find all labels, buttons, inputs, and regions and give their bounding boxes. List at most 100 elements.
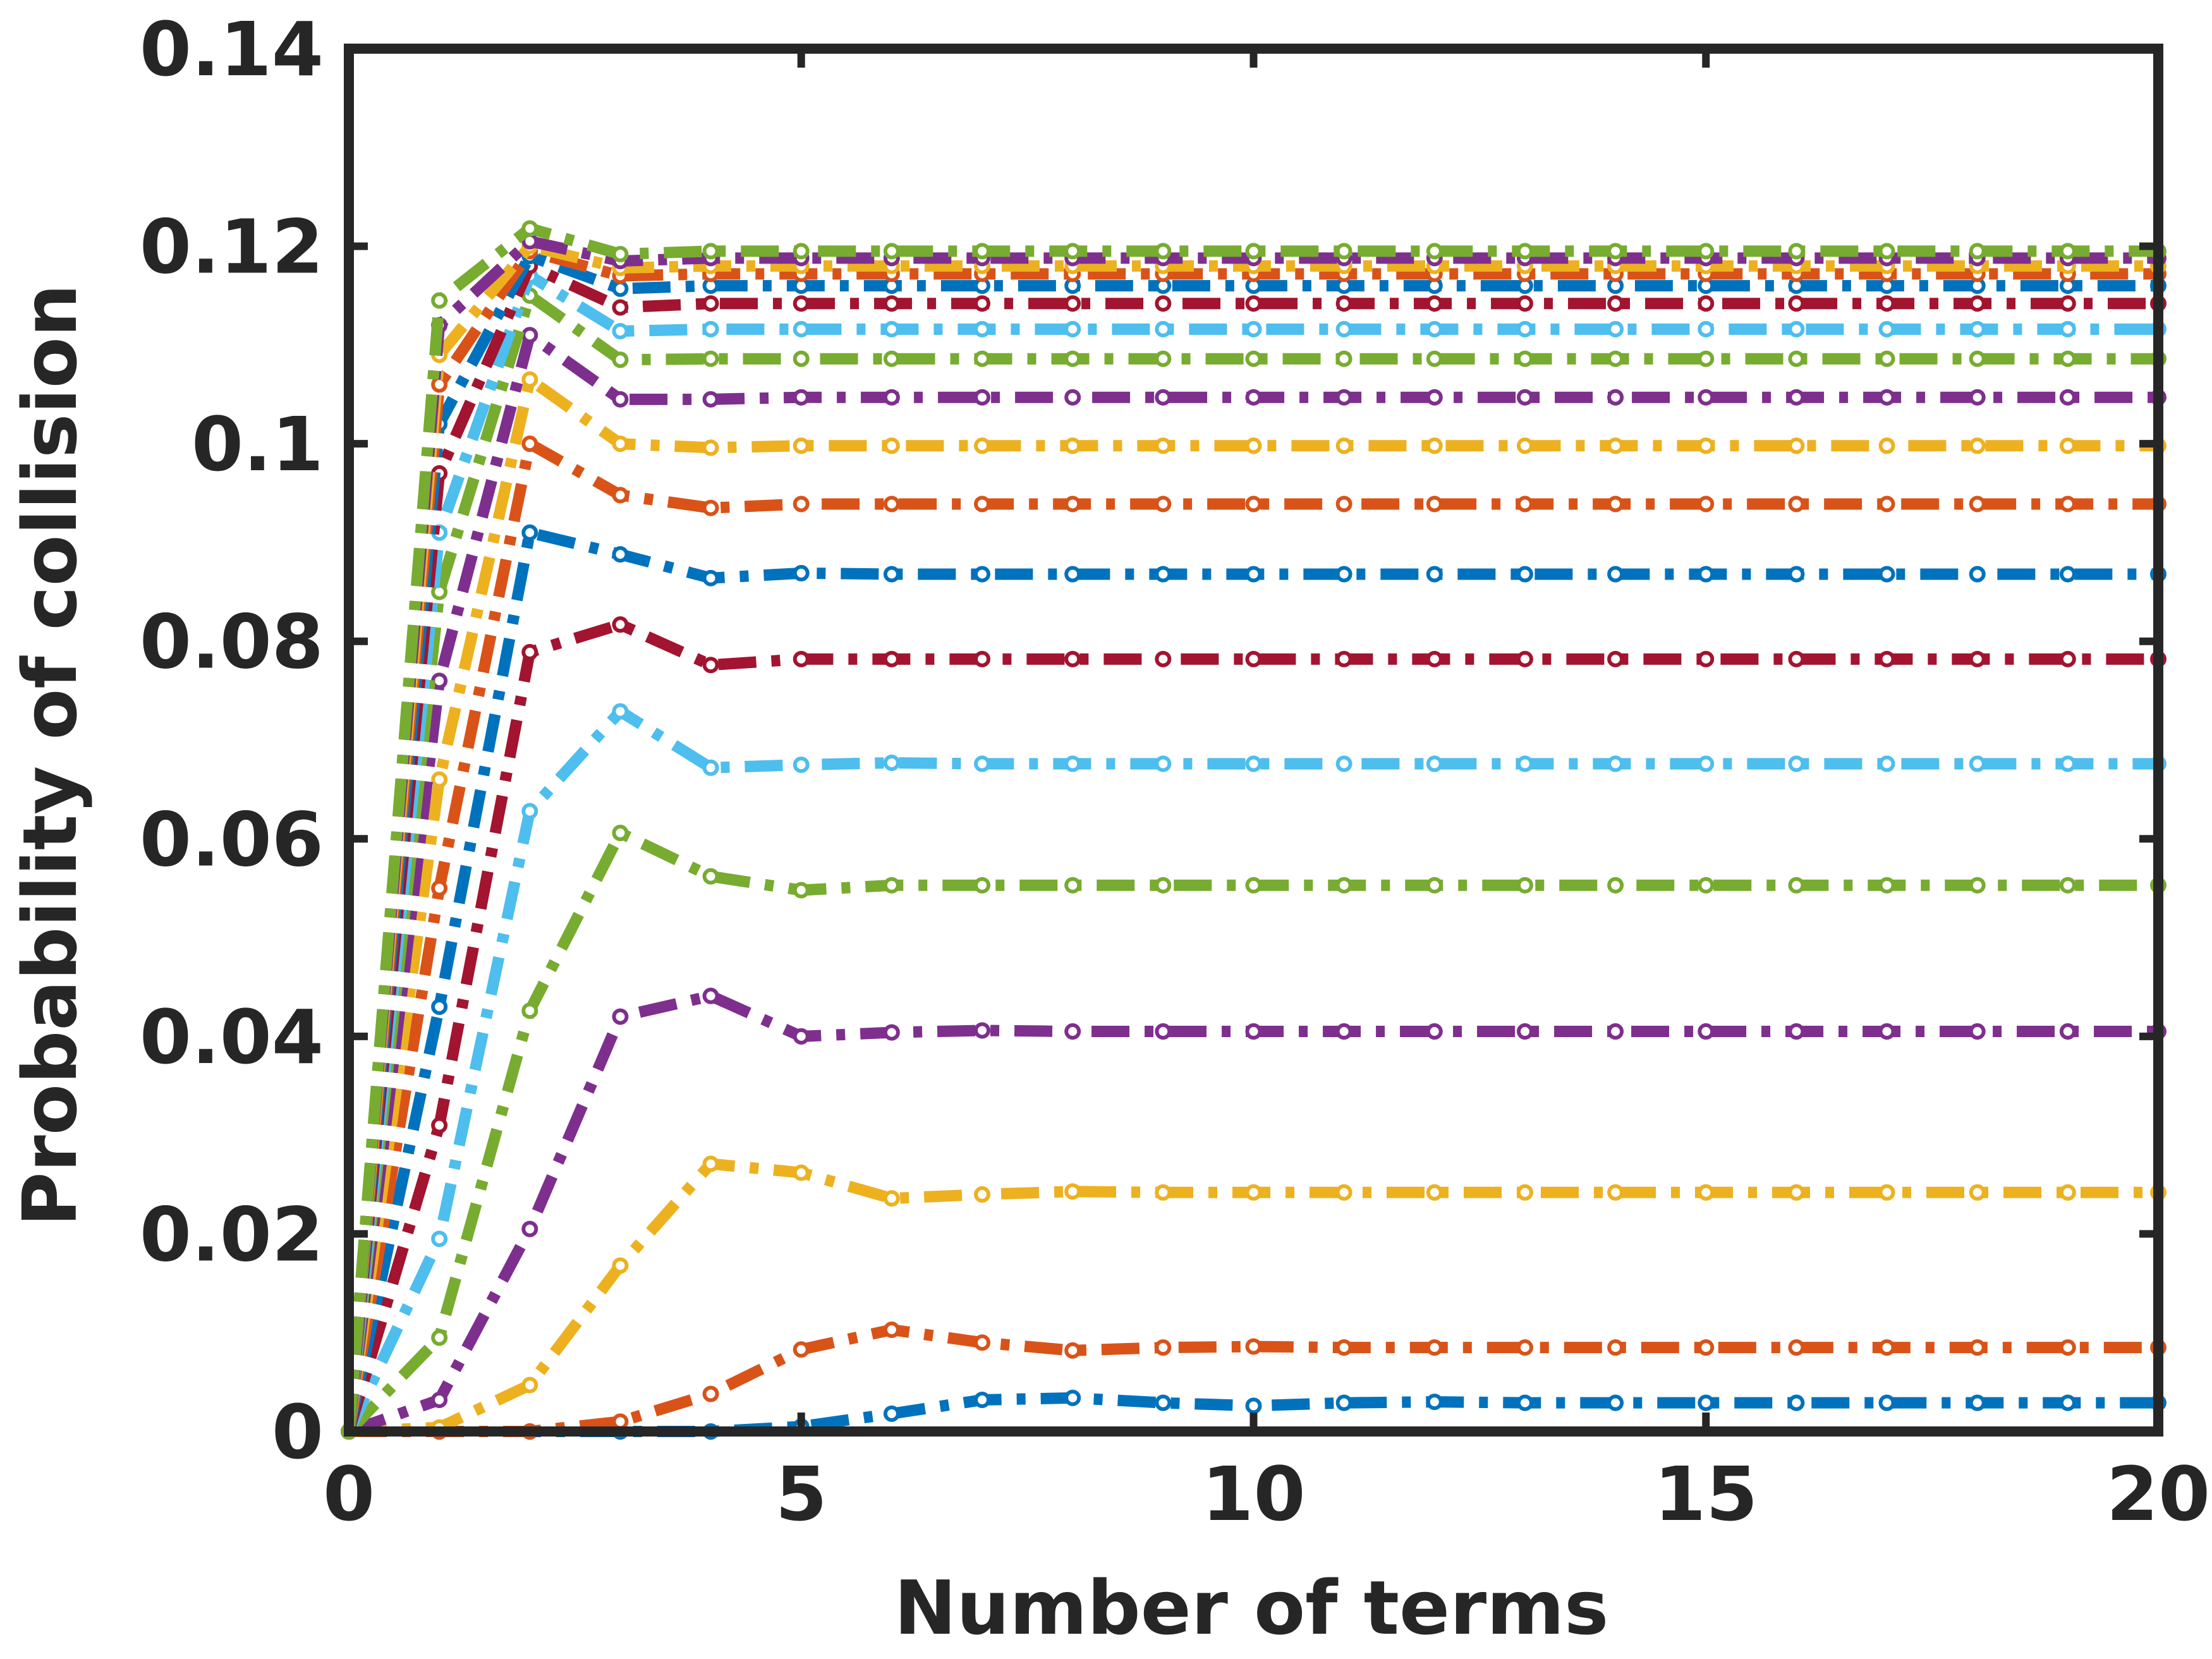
- data-point: [2059, 495, 2076, 513]
- data-point: [702, 868, 719, 885]
- data-point: [1064, 755, 1081, 772]
- data-point: [1878, 877, 1895, 894]
- data-point: [1516, 1023, 1533, 1040]
- data-point: [612, 1257, 629, 1274]
- data-point: [1698, 350, 1715, 367]
- data-point: [1607, 755, 1624, 772]
- y-tick-label: 0.14: [140, 6, 324, 93]
- data-point: [1788, 243, 1805, 260]
- data-point: [1426, 389, 1443, 406]
- data-point: [1607, 437, 1624, 454]
- data-point: [1878, 295, 1895, 312]
- data-point: [1426, 495, 1443, 513]
- data-point: [1335, 566, 1352, 583]
- data-point: [1969, 755, 1986, 772]
- data-point: [702, 439, 719, 456]
- data-point: [1064, 437, 1081, 454]
- data-point: [1878, 1023, 1895, 1040]
- data-point: [1607, 495, 1624, 513]
- series-line: [343, 374, 2158, 1433]
- data-point: [521, 1220, 538, 1237]
- data-point: [793, 757, 810, 774]
- data-point: [974, 1186, 991, 1203]
- data-point: [2059, 243, 2076, 260]
- data-point: [702, 499, 719, 516]
- data-point: [1335, 350, 1352, 367]
- series-10: [341, 371, 2166, 1440]
- data-point: [1788, 295, 1805, 312]
- data-point: [883, 650, 900, 667]
- data-point: [1155, 1184, 1172, 1201]
- data-point: [431, 1391, 448, 1408]
- data-point: [2059, 1339, 2076, 1356]
- data-point: [1335, 877, 1352, 894]
- data-point: [974, 243, 991, 260]
- data-point: [1155, 755, 1172, 772]
- data-point: [1064, 295, 1081, 312]
- data-point: [1969, 295, 1986, 312]
- data-point: [1245, 877, 1262, 894]
- data-point: [1155, 437, 1172, 454]
- data-point: [702, 320, 719, 337]
- data-point: [1607, 650, 1624, 667]
- data-point: [431, 998, 448, 1015]
- data-point: [1878, 389, 1895, 406]
- series-4: [341, 987, 2166, 1440]
- data-point: [1698, 755, 1715, 772]
- data-point: [1698, 437, 1715, 454]
- data-point: [1788, 1023, 1805, 1040]
- data-point: [1788, 1339, 1805, 1356]
- series-line: [343, 438, 2158, 1433]
- data-point: [521, 643, 538, 660]
- data-point: [2059, 437, 2076, 454]
- data-point: [883, 389, 900, 406]
- data-point: [974, 1334, 991, 1351]
- data-point: [1969, 1339, 1986, 1356]
- data-point: [883, 320, 900, 337]
- series-line: [343, 222, 2158, 1432]
- data-point: [1426, 1184, 1443, 1201]
- data-point: [612, 616, 629, 633]
- data-point: [702, 1385, 719, 1402]
- data-point: [521, 524, 538, 541]
- data-point: [1698, 320, 1715, 337]
- data-point: [1516, 1184, 1533, 1201]
- x-tick-label: 20: [2106, 1450, 2210, 1538]
- data-point: [612, 824, 629, 841]
- data-point: [521, 435, 538, 453]
- data-point: [1245, 566, 1262, 583]
- data-point: [1516, 755, 1533, 772]
- data-point: [1335, 243, 1352, 260]
- data-point: [1969, 495, 1986, 513]
- data-point: [431, 771, 448, 788]
- data-point: [1064, 877, 1081, 894]
- data-point: [1155, 1394, 1172, 1411]
- data-point: [1969, 566, 1986, 583]
- data-point: [1698, 1184, 1715, 1201]
- data-point: [521, 1376, 538, 1394]
- data-point: [612, 1413, 629, 1430]
- data-point: [974, 495, 991, 513]
- data-point: [883, 877, 900, 894]
- data-point: [1698, 1023, 1715, 1040]
- data-point: [1335, 1184, 1352, 1201]
- data-point: [1064, 1183, 1081, 1200]
- data-point: [1698, 389, 1715, 406]
- data-point: [1969, 437, 1986, 454]
- data-point: [2059, 1184, 2076, 1201]
- data-point: [1969, 1184, 1986, 1201]
- series-13: [341, 267, 2166, 1440]
- data-point: [521, 803, 538, 820]
- data-point: [1607, 295, 1624, 312]
- data-point: [1245, 650, 1262, 667]
- data-point: [612, 322, 629, 339]
- data-point: [1607, 243, 1624, 260]
- data-point: [1245, 1397, 1262, 1414]
- series-14: [341, 257, 2166, 1440]
- data-point: [1788, 320, 1805, 337]
- data-point: [702, 569, 719, 586]
- data-point: [883, 1024, 900, 1041]
- data-point: [1607, 1394, 1624, 1411]
- data-point: [1245, 243, 1262, 260]
